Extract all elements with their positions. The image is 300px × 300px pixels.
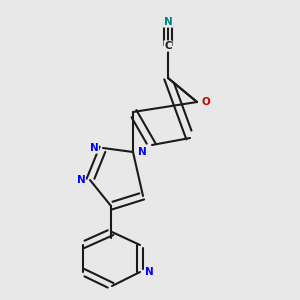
Text: N: N (90, 143, 98, 153)
Text: O: O (202, 97, 210, 107)
Text: N: N (164, 17, 172, 27)
Text: C: C (164, 41, 172, 51)
Text: N: N (76, 175, 85, 185)
Text: N: N (145, 267, 153, 277)
Text: N: N (138, 147, 146, 157)
